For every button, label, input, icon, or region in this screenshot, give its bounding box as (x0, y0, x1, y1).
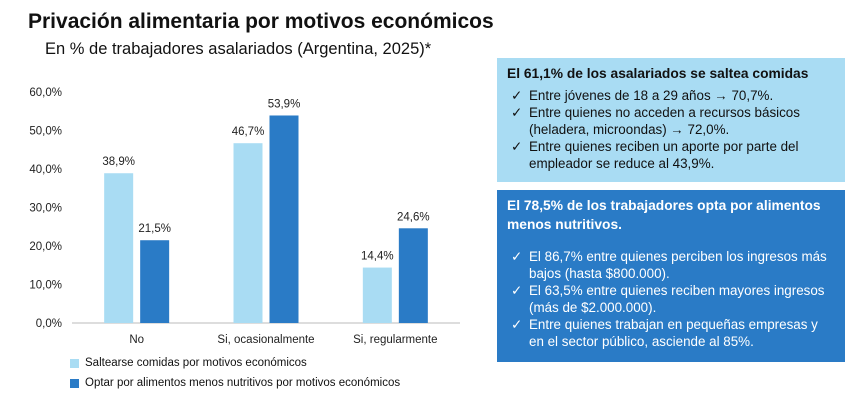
data-label: 14,4% (361, 251, 394, 263)
list-item: ✓ Entre quienes reciben un aporte por par… (511, 139, 799, 171)
check-icon: ✓ (511, 105, 523, 120)
check-icon: ✓ (511, 88, 523, 103)
bar-skip-meals (104, 173, 134, 323)
bar-chart: 0,0% 10,0% 20,0% 30,0% 40,0% 50,0% 60,0% No 38,9… (29, 87, 460, 346)
bar-skip-meals (362, 267, 392, 323)
data-label: 53,9% (268, 98, 301, 110)
legend-item-skip-meals: Saltearse comidas por motivos económicos (70, 357, 307, 369)
check-icon: ✓ (511, 317, 523, 332)
legend-label: Saltearse comidas por motivos económicos (85, 357, 307, 369)
chart-title: Privación alimentaria por motivos económ… (28, 10, 494, 33)
list-item: ✓ El 63,5% entre quienes reciben mayores … (511, 283, 825, 315)
y-tick-label: 40,0% (29, 164, 62, 176)
panel-less-nutritious: El 78,5% de los trabajadores opta por al… (497, 190, 845, 362)
panel-heading: El 78,5% de los trabajadores opta por al… (507, 198, 821, 232)
y-tick-label: 60,0% (29, 87, 62, 99)
bar-less-nutritious (140, 240, 170, 323)
data-label: 24,6% (397, 211, 430, 223)
y-tick-label: 50,0% (29, 126, 62, 138)
x-tick-label: Si, ocasionalmente (217, 334, 314, 346)
check-icon: ✓ (511, 249, 523, 264)
y-tick-label: 10,0% (29, 280, 62, 292)
y-tick-label: 30,0% (29, 203, 62, 215)
x-tick-label: No (129, 334, 144, 346)
chart-subtitle: En % de trabajadores asalariados (Argent… (45, 40, 432, 58)
data-label: 38,9% (102, 156, 135, 168)
check-icon: ✓ (511, 283, 523, 298)
list-item: ✓ Entre jóvenes de 18 a 29 años → 70,7%. (511, 88, 774, 103)
legend-label: Optar por alimentos menos nutritivos por… (85, 377, 401, 389)
legend-item-less-nutritious: Optar por alimentos menos nutritivos por… (70, 377, 400, 389)
check-icon: ✓ (511, 139, 523, 154)
legend-swatch (70, 378, 79, 388)
bar-skip-meals (233, 143, 263, 323)
list-item: ✓ Entre quienes no acceden a recursos bás… (511, 105, 800, 137)
data-label: 21,5% (138, 223, 171, 235)
panel-heading: El 61,1% de los asalariados se saltea co… (507, 66, 809, 81)
data-label: 46,7% (232, 126, 265, 138)
x-tick-label: Si, regularmente (353, 334, 437, 346)
y-tick-label: 0,0% (36, 318, 62, 330)
bar-less-nutritious (269, 115, 299, 323)
legend-swatch (70, 358, 79, 368)
list-item: ✓ El 86,7% entre quienes perciben los ing… (511, 249, 827, 281)
y-tick-label: 20,0% (29, 241, 62, 253)
list-item: ✓ Entre quienes trabajan en pequeñas empr… (511, 317, 818, 349)
bar-less-nutritious (398, 228, 428, 323)
panel-skip-meals: El 61,1% de los asalariados se saltea co… (497, 58, 845, 182)
